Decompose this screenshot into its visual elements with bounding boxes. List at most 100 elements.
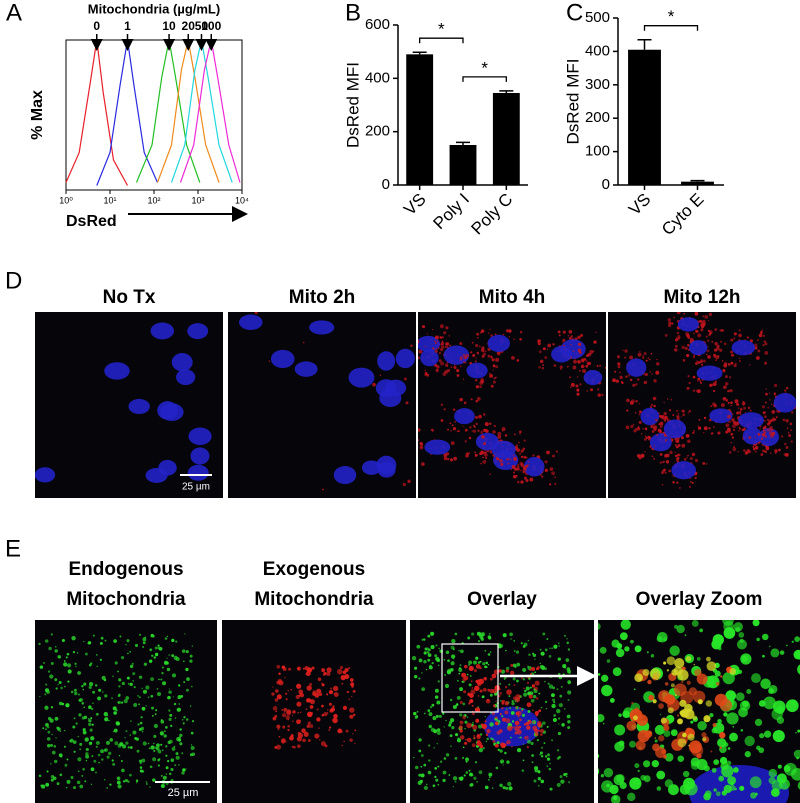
speckle xyxy=(524,689,527,693)
speckle xyxy=(717,718,722,724)
speckle xyxy=(694,458,699,463)
speckle xyxy=(432,347,435,350)
speckle xyxy=(434,695,439,699)
speckle xyxy=(139,762,142,765)
speckle xyxy=(519,736,522,739)
speckle xyxy=(306,685,312,691)
speckle xyxy=(161,666,164,669)
speckle xyxy=(494,333,497,336)
speckle xyxy=(452,704,457,710)
speckle xyxy=(472,660,477,665)
error-bar xyxy=(690,179,705,182)
speckle xyxy=(553,644,558,649)
speckle xyxy=(694,312,699,316)
speckle xyxy=(75,722,78,725)
speckle xyxy=(712,402,716,406)
speckle xyxy=(795,650,800,660)
speckle xyxy=(49,674,54,679)
y-axis-label: DsRed MFI xyxy=(343,62,362,148)
speckle xyxy=(580,333,584,337)
speckle xyxy=(557,749,560,752)
speckle xyxy=(696,673,708,685)
speckle xyxy=(404,377,407,381)
speckle xyxy=(38,774,42,778)
speckle xyxy=(553,364,557,367)
speckle xyxy=(515,474,518,477)
speckle xyxy=(715,612,718,615)
speckle xyxy=(642,356,645,359)
speckle xyxy=(546,725,549,728)
speckle xyxy=(153,656,157,659)
speckle xyxy=(637,378,640,381)
speckle xyxy=(101,758,104,761)
speckle xyxy=(689,457,693,461)
speckle xyxy=(658,703,664,709)
speckle xyxy=(569,376,571,379)
speckle xyxy=(789,422,793,426)
speckle xyxy=(685,353,690,358)
speckle xyxy=(446,365,449,367)
image-title: No Tx xyxy=(103,287,156,308)
speckle xyxy=(185,768,187,770)
speckle xyxy=(720,675,723,678)
speckle xyxy=(490,384,494,388)
speckle xyxy=(652,396,657,401)
speckle xyxy=(489,722,494,727)
speckle xyxy=(645,359,648,362)
speckle xyxy=(644,435,647,438)
speckle xyxy=(168,688,170,690)
speckle xyxy=(540,754,544,758)
speckle xyxy=(169,713,173,717)
speckle xyxy=(747,406,751,410)
error-bar xyxy=(456,141,470,145)
speckle xyxy=(653,404,656,408)
speckle xyxy=(93,759,97,763)
speckle xyxy=(532,694,537,699)
nucleus xyxy=(583,369,603,386)
speckle xyxy=(633,715,638,721)
speckle xyxy=(752,620,760,627)
speckle xyxy=(558,642,560,644)
speckle xyxy=(648,358,651,361)
speckle xyxy=(189,654,193,658)
speckle xyxy=(185,718,189,721)
speckle xyxy=(598,767,600,775)
speckle xyxy=(614,724,626,736)
speckle xyxy=(643,351,647,356)
speckle xyxy=(117,700,121,705)
speckle xyxy=(448,723,452,727)
speckle xyxy=(599,646,607,654)
speckle xyxy=(677,334,680,337)
micrograph xyxy=(410,620,594,803)
speckle xyxy=(164,637,168,640)
speckle xyxy=(156,743,160,748)
speckle xyxy=(468,702,471,705)
speckle xyxy=(551,471,556,476)
speckle xyxy=(764,351,769,355)
x-tick-label: Poly C xyxy=(467,190,516,239)
speckle xyxy=(520,469,522,472)
speckle xyxy=(149,786,151,788)
speckle xyxy=(515,706,518,709)
speckle xyxy=(430,631,435,636)
speckle xyxy=(72,725,76,729)
speckle xyxy=(65,704,68,707)
speckle xyxy=(120,760,123,763)
speckle xyxy=(523,692,528,697)
speckle xyxy=(721,790,727,796)
speckle xyxy=(770,452,772,454)
speckle xyxy=(520,642,523,645)
speckle xyxy=(157,646,161,650)
speckle xyxy=(680,436,684,440)
speckle xyxy=(757,339,759,342)
speckle xyxy=(522,449,525,451)
speckle xyxy=(523,687,525,689)
speckle xyxy=(536,739,539,742)
speckle xyxy=(427,744,431,747)
speckle xyxy=(183,660,185,663)
speckle xyxy=(730,350,733,354)
significance-star: * xyxy=(668,7,675,26)
speckle xyxy=(546,757,551,761)
speckle xyxy=(413,674,418,679)
speckle xyxy=(623,606,629,612)
